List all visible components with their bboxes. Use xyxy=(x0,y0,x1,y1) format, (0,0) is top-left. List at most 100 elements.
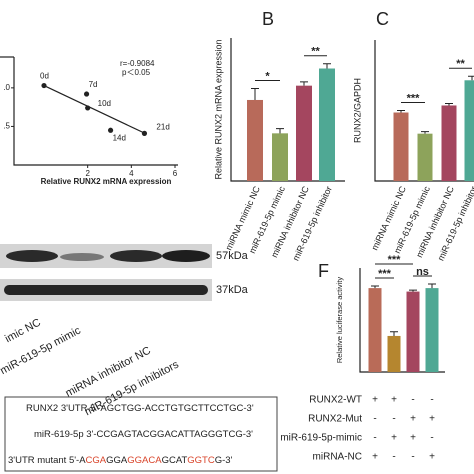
y-tick-label: .0 xyxy=(3,83,10,92)
annotation: p＜0.05 xyxy=(122,68,151,77)
axis xyxy=(374,40,474,182)
bar xyxy=(387,335,401,372)
x-axis-label: Relative RUNX2 mRNA expression xyxy=(41,177,172,186)
error-bar xyxy=(323,63,331,69)
sequence-line: miR-619-5p 3'-CCGAGTACGGACATTAGGGTCG-3' xyxy=(34,429,253,440)
y-axis-label: Relative luciferase activity xyxy=(335,277,344,364)
x-tick-label: 6 xyxy=(173,169,178,178)
sequence-line: RUNX2 3'UTR 5'-AGCTGG-ACCTGTGCTTCCTGC-3' xyxy=(26,403,254,414)
panel-label: F xyxy=(318,261,329,281)
condition-label: miRNA-NC xyxy=(313,452,362,463)
condition-sign: - xyxy=(392,452,395,463)
marker-label: 57kDa xyxy=(216,250,249,262)
point-label: 7d xyxy=(89,80,98,89)
sig-label: ns xyxy=(416,266,429,278)
sequence-part: GGACA xyxy=(127,455,162,466)
sequence-part: miR-619-5p 3'-CCGAGTACGGACATTAGGGTCG-3' xyxy=(34,429,253,440)
blot-band xyxy=(4,285,208,295)
y-axis-label: RUNX2/GAPDH xyxy=(352,78,362,143)
condition-label: miR-619-5p-mimic xyxy=(280,433,362,444)
point xyxy=(41,82,47,89)
sig-label: *** xyxy=(378,268,392,280)
y-axis-label: Relative RUNX2 mRNA expression xyxy=(213,39,223,179)
sequence-part: CGA xyxy=(86,455,107,466)
sequence-line: 3'UTR mutant 5'-ACGAGGAGGACAGCATGGTCG-3' xyxy=(8,455,233,466)
condition-sign: + xyxy=(410,433,416,444)
error-bar xyxy=(371,285,379,289)
x-tick-label: 4 xyxy=(129,169,134,178)
error-bar xyxy=(251,88,259,100)
error-bar xyxy=(428,283,436,289)
condition-sign: - xyxy=(373,433,376,444)
bar xyxy=(296,85,312,181)
sequence-part: GGA xyxy=(106,455,128,466)
panel-label: B xyxy=(262,9,274,29)
condition-sign: - xyxy=(373,414,376,425)
condition-sign: - xyxy=(392,414,395,425)
sequence-part: 3'UTR mutant 5'-A xyxy=(8,455,86,466)
error-bar xyxy=(276,128,284,134)
point xyxy=(107,127,114,133)
sequence-part: G-3' xyxy=(215,455,233,466)
sequence-part: RUNX2 3'UTR 5'-AGCTGG-ACCTGTGCTTCCTGC-3' xyxy=(26,403,254,414)
bar xyxy=(247,99,263,181)
error-bar xyxy=(390,331,398,336)
point-label: 21d xyxy=(156,122,169,131)
condition-sign: + xyxy=(410,414,416,425)
blot-band xyxy=(162,250,210,262)
sequence-part: GGTC xyxy=(187,455,215,466)
condition-label: RUNX2-WT xyxy=(309,395,362,406)
bar xyxy=(272,133,288,181)
condition-sign: + xyxy=(372,395,378,406)
error-bar xyxy=(397,110,405,113)
point xyxy=(141,130,148,136)
fit-line xyxy=(43,85,147,135)
condition-sign: - xyxy=(411,395,414,406)
point xyxy=(83,91,90,97)
bar xyxy=(417,133,433,181)
panel-label: C xyxy=(376,9,389,29)
sig-label: * xyxy=(265,70,270,82)
condition-sign: - xyxy=(430,433,433,444)
point xyxy=(85,105,91,111)
condition-sign: + xyxy=(372,452,378,463)
condition-sign: - xyxy=(411,452,414,463)
condition-sign: + xyxy=(429,414,435,425)
axis xyxy=(13,57,178,166)
point-label: 10d xyxy=(98,99,111,108)
marker-label: 37kDa xyxy=(216,284,249,296)
bar xyxy=(368,288,382,372)
y-tick-label: .5 xyxy=(3,122,10,131)
point-label: 14d xyxy=(113,133,126,142)
error-bar xyxy=(409,289,417,292)
condition-sign: - xyxy=(430,395,433,406)
sig-label: ** xyxy=(311,46,320,58)
point-label: 0d xyxy=(40,72,49,81)
blot-band xyxy=(110,250,162,262)
bar xyxy=(441,105,457,181)
sig-label: *** xyxy=(407,92,421,104)
sig-label: *** xyxy=(388,254,402,266)
error-bar xyxy=(300,81,308,86)
bar xyxy=(406,291,420,372)
error-bar xyxy=(421,131,429,134)
error-bar xyxy=(445,102,453,106)
bar xyxy=(464,80,474,181)
annotation: r=-0.9084 xyxy=(120,59,155,68)
blot-band xyxy=(6,250,58,262)
sig-label: ** xyxy=(456,58,465,70)
sequence-box xyxy=(4,396,278,472)
bar xyxy=(393,112,409,181)
condition-sign: + xyxy=(391,395,397,406)
bar xyxy=(319,68,335,181)
sequence-part: GCAT xyxy=(162,455,188,466)
condition-label: RUNX2-Mut xyxy=(308,414,362,425)
blot-band xyxy=(60,253,104,261)
bar xyxy=(425,288,439,372)
x-tick-label: 2 xyxy=(85,169,90,178)
condition-sign: + xyxy=(429,452,435,463)
condition-sign: + xyxy=(391,433,397,444)
error-bar xyxy=(468,75,474,81)
